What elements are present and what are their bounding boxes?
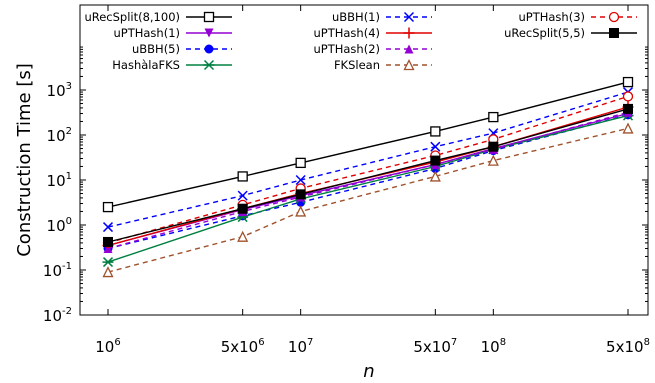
legend-label: uPTHash(1)	[113, 26, 180, 40]
data-point	[623, 103, 633, 114]
series-line	[107, 108, 629, 243]
y-tick-label: 10-2	[43, 306, 72, 325]
legend-label: uRecSplit(8,100)	[84, 10, 180, 24]
data-point	[102, 266, 114, 278]
chart-marks	[102, 76, 634, 278]
legend-label: uRecSplit(5,5)	[504, 26, 585, 40]
legend-marker	[403, 59, 415, 71]
data-point	[430, 126, 441, 137]
data-point	[429, 170, 441, 182]
data-point	[295, 189, 306, 200]
legend-label: uPTHash(2)	[313, 42, 380, 56]
data-point	[103, 236, 113, 247]
x-axis-title: n	[363, 361, 374, 382]
data-point	[295, 174, 306, 186]
legend-label: uBBH(5)	[132, 42, 180, 56]
data-point	[430, 141, 441, 152]
legend-label: HashàlaFKS	[112, 58, 180, 72]
series-urecsplit-5-5	[103, 103, 633, 247]
x-tick-label: 5x108	[606, 337, 650, 356]
series-urecsplit-8-100	[102, 76, 634, 213]
legend-label: uPTHash(3)	[518, 10, 585, 24]
data-point	[488, 141, 499, 152]
data-point	[237, 171, 248, 182]
data-point	[487, 154, 499, 166]
y-tick-label: 102	[47, 126, 72, 145]
legend-label: uBBH(1)	[332, 10, 380, 24]
series-line	[107, 114, 629, 263]
data-point	[488, 111, 499, 123]
data-point	[102, 201, 114, 213]
data-point	[237, 230, 249, 242]
y-axis-title: Construction Time [s]	[14, 63, 35, 257]
y-tick-label: 100	[47, 216, 72, 235]
data-point	[102, 257, 114, 268]
x-tick-label: 106	[95, 337, 120, 356]
legend-marker	[404, 44, 414, 54]
legend-marker	[609, 28, 619, 38]
y-tick-label: 101	[47, 171, 72, 190]
legend-label: FKSlean	[334, 58, 380, 72]
data-point	[237, 190, 248, 201]
legend-marker	[608, 11, 620, 23]
y-axis-ticks: 10-2 10-1 100 101 102 103	[43, 46, 648, 325]
data-point	[295, 205, 307, 217]
series-line	[107, 127, 629, 273]
series-fkslean	[102, 122, 634, 278]
x-tick-label: 108	[481, 337, 506, 356]
legend-marker	[403, 11, 415, 23]
x-tick-label: 5x106	[221, 337, 265, 356]
legend-label: uPTHash(4)	[313, 26, 380, 40]
data-point	[622, 91, 634, 102]
y-tick-label: 10-1	[43, 261, 72, 280]
data-point	[295, 157, 306, 169]
data-point	[103, 244, 113, 254]
legend-marker	[203, 59, 215, 71]
data-point	[622, 76, 634, 88]
data-point	[102, 222, 114, 233]
data-point	[430, 155, 441, 166]
legend-marker	[204, 28, 214, 38]
data-point	[237, 203, 248, 214]
series-line	[107, 112, 629, 247]
legend-marker	[203, 11, 215, 23]
series-line	[107, 81, 629, 208]
x-tick-label: 107	[288, 337, 313, 356]
x-axis-ticks: 106 5x106 107 5x107 108 5x108	[95, 5, 650, 356]
data-point	[622, 122, 634, 134]
x-tick-label: 5x107	[413, 337, 457, 356]
y-tick-label: 103	[47, 81, 72, 100]
legend-marker	[204, 44, 214, 54]
legend-marker	[403, 27, 415, 39]
plot-frame	[79, 4, 649, 316]
legend: uRecSplit(8,100) uPTHash(1) uBBH(5) Hashàla…	[84, 10, 637, 72]
